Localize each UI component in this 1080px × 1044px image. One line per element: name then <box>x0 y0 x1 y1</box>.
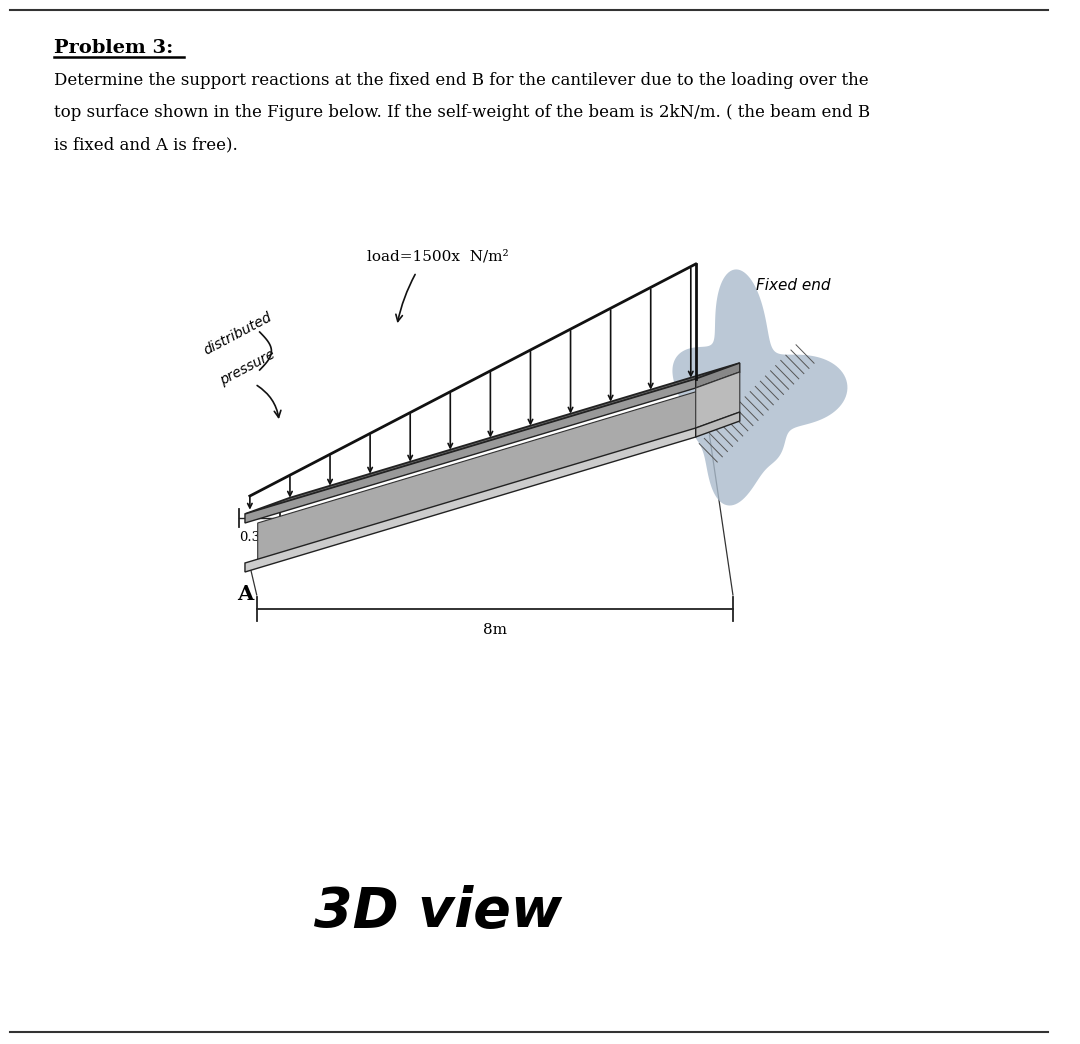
Text: Problem 3:: Problem 3: <box>54 39 173 57</box>
FancyArrowPatch shape <box>396 275 415 322</box>
Text: B: B <box>717 382 734 402</box>
Polygon shape <box>245 363 740 514</box>
Text: 3D view: 3D view <box>313 885 562 939</box>
Text: distributed: distributed <box>201 310 274 358</box>
Polygon shape <box>245 379 696 523</box>
Text: 8m: 8m <box>483 623 507 637</box>
Polygon shape <box>245 428 696 572</box>
Polygon shape <box>258 388 708 563</box>
Text: pressure: pressure <box>217 348 278 388</box>
Text: top surface shown in the Figure below. If the self-weight of the beam is 2kN/m. : top surface shown in the Figure below. I… <box>54 104 870 121</box>
Text: Determine the support reactions at the fixed end B for the cantilever due to the: Determine the support reactions at the f… <box>54 72 868 89</box>
Text: is fixed and A is free).: is fixed and A is free). <box>54 136 238 153</box>
Polygon shape <box>696 412 740 437</box>
Polygon shape <box>673 269 848 505</box>
Polygon shape <box>696 363 740 388</box>
Polygon shape <box>696 372 740 428</box>
Text: Fixed end: Fixed end <box>756 279 831 293</box>
Text: load=1500x  N/m²: load=1500x N/m² <box>367 250 509 263</box>
Text: 0.35m: 0.35m <box>239 531 281 544</box>
FancyArrowPatch shape <box>257 385 281 418</box>
Text: A: A <box>238 584 254 604</box>
